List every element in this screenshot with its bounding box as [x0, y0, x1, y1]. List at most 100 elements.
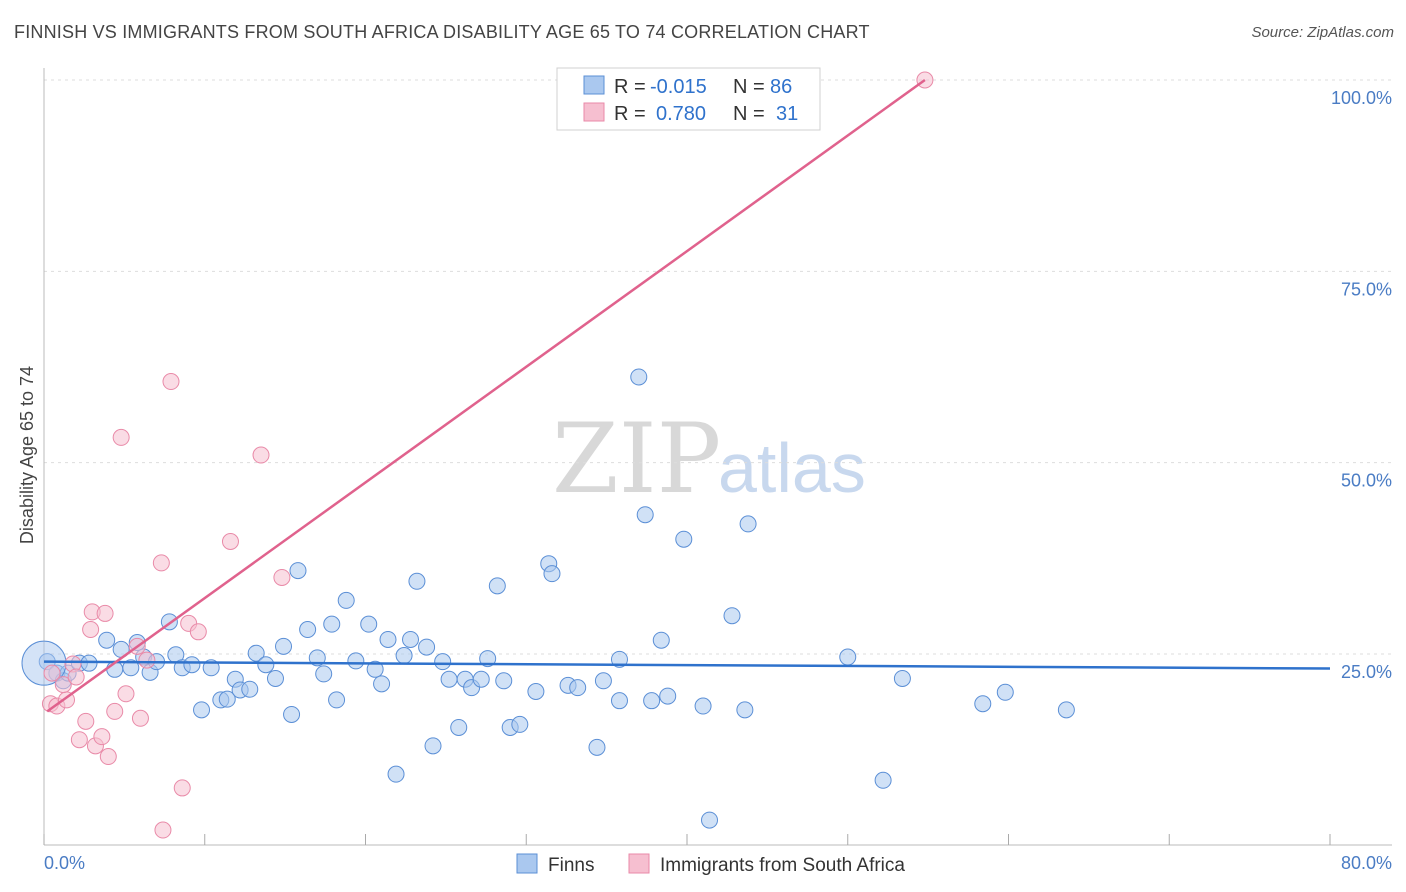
y-tick-label: 50.0%	[1341, 471, 1392, 491]
sa-point	[112, 428, 130, 446]
sa-point	[273, 568, 291, 586]
finns-point	[299, 621, 317, 639]
finns-point	[839, 648, 857, 666]
finns-point	[893, 669, 911, 687]
finns-point	[543, 565, 561, 583]
finns-point	[315, 665, 333, 683]
finns-point	[193, 701, 211, 719]
sa-point	[106, 702, 124, 720]
finns-point	[218, 690, 236, 708]
correlation-legend: R = -0.015 N = 86 R = 0.780 N = 31	[556, 67, 821, 131]
finns-point	[996, 683, 1014, 701]
x-tick-label-max: 80.0%	[1341, 853, 1392, 873]
sa-point	[189, 623, 207, 641]
series-legend: Finns Immigrants from South Africa	[516, 853, 905, 876]
finns-point	[347, 652, 365, 670]
legend-n-value-finns: 86	[770, 76, 792, 98]
finns-point	[479, 650, 497, 668]
sa-point	[173, 779, 191, 797]
finns-point	[395, 647, 413, 665]
finns-point	[122, 659, 140, 677]
finns-point	[323, 615, 341, 633]
finns-point	[289, 562, 307, 580]
finns-point	[337, 591, 355, 609]
legend-swatch-finns	[583, 75, 605, 95]
finns-point	[594, 672, 612, 690]
y-tick-labels: 25.0% 50.0% 75.0% 100.0%	[1331, 88, 1392, 682]
sa-trend-line	[46, 78, 926, 713]
finns-point	[257, 656, 275, 674]
finns-trend-line	[43, 660, 1331, 670]
sa-point	[221, 532, 239, 550]
trend-lines	[43, 78, 1331, 713]
legend-r-label-sa: R =	[614, 103, 646, 125]
y-tick-label: 75.0%	[1341, 279, 1392, 299]
finns-point	[659, 687, 677, 705]
finns-point	[488, 577, 506, 595]
finns-point	[701, 811, 719, 829]
finns-point	[736, 701, 754, 719]
bottom-legend-swatch-sa	[628, 853, 650, 874]
finns-point	[408, 572, 426, 590]
finns-point	[527, 682, 545, 700]
finns-point	[1057, 701, 1075, 719]
legend-r-value-finns: -0.015	[650, 76, 707, 98]
finns-point	[80, 654, 98, 672]
sa-point	[82, 621, 100, 639]
sa-point	[252, 446, 270, 464]
finns-point	[247, 644, 265, 662]
y-tick-label: 25.0%	[1341, 662, 1392, 682]
sa-point	[54, 676, 72, 694]
finns-point	[241, 680, 259, 698]
finns-point	[610, 692, 628, 710]
sa-point	[152, 554, 170, 572]
legend-n-label-finns: N =	[733, 76, 765, 98]
finns-series	[21, 368, 1075, 829]
finns-point	[283, 705, 301, 723]
finns-point	[694, 697, 712, 715]
finns-point	[723, 607, 741, 625]
finns-point	[588, 738, 606, 756]
source-credit: Source: ZipAtlas.com	[1251, 24, 1394, 41]
finns-point	[402, 630, 420, 648]
finns-point	[275, 637, 293, 655]
finns-point	[424, 737, 442, 755]
finns-point	[183, 656, 201, 674]
y-axis-label: Disability Age 65 to 74	[17, 366, 37, 544]
finns-point	[472, 670, 490, 688]
x-tick-label-min: 0.0%	[44, 853, 85, 873]
sa-point	[154, 821, 172, 839]
finns-point	[652, 631, 670, 649]
finns-point	[373, 675, 391, 693]
legend-n-value-sa: 31	[776, 103, 798, 125]
watermark-atlas: atlas	[718, 429, 866, 507]
finns-point	[610, 650, 628, 668]
sa-point	[77, 712, 95, 730]
bottom-legend-sa: Immigrants from South Africa	[660, 855, 905, 876]
finns-point	[675, 530, 693, 548]
sa-point	[99, 748, 117, 766]
south-africa-series	[41, 71, 934, 839]
finns-point	[308, 649, 326, 667]
finns-point	[974, 695, 992, 713]
finns-point	[98, 631, 116, 649]
finns-point	[739, 515, 757, 533]
finns-point	[569, 679, 587, 697]
sa-point	[117, 685, 135, 703]
finns-point	[418, 638, 436, 656]
finns-point	[434, 653, 452, 671]
finns-point	[366, 660, 384, 678]
chart-title: FINNISH VS IMMIGRANTS FROM SOUTH AFRICA …	[14, 22, 870, 42]
sa-point	[138, 651, 156, 669]
finns-point	[511, 715, 529, 733]
sa-point	[70, 731, 88, 749]
legend-r-label-finns: R =	[614, 76, 646, 98]
finns-point	[440, 670, 458, 688]
bottom-legend-finns: Finns	[548, 855, 594, 876]
finns-point	[630, 368, 648, 386]
finns-point	[643, 692, 661, 710]
finns-point	[266, 669, 284, 687]
finns-point	[379, 630, 397, 648]
finns-point	[387, 765, 405, 783]
